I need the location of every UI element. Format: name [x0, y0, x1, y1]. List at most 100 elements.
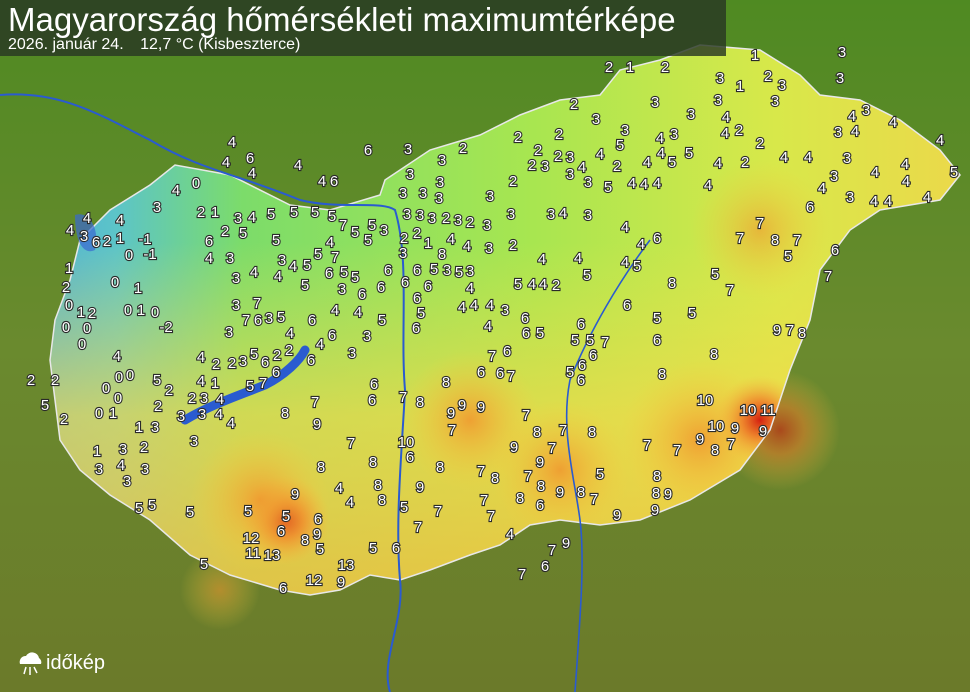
station-value: 4 — [506, 526, 514, 543]
station-value: 5 — [246, 378, 254, 395]
station-value: 0 — [62, 319, 70, 336]
station-value: 7 — [756, 215, 764, 232]
station-value: -2 — [159, 319, 172, 336]
station-value: 4 — [172, 182, 180, 199]
station-value: 5 — [668, 154, 676, 171]
station-value: 6 — [413, 262, 421, 279]
idokep-logo[interactable]: időkép — [16, 650, 105, 676]
station-value: 4 — [354, 304, 362, 321]
station-value: 6 — [806, 199, 814, 216]
station-value: 8 — [378, 492, 386, 509]
danube-river — [0, 93, 407, 692]
station-value: 2 — [400, 230, 408, 247]
station-value: 6 — [623, 297, 631, 314]
station-value: 3 — [232, 270, 240, 287]
station-value: 1 — [109, 405, 117, 422]
station-value: 1 — [211, 204, 219, 221]
station-value: 4 — [286, 325, 294, 342]
station-value: 4 — [117, 457, 125, 474]
station-value: 5 — [282, 508, 290, 525]
station-value: 5 — [328, 208, 336, 225]
station-value: 7 — [488, 348, 496, 365]
station-value: 4 — [294, 157, 302, 174]
station-value: 8 — [577, 484, 585, 501]
station-value: 12 — [306, 572, 323, 589]
station-value: 4 — [316, 336, 324, 353]
station-value: 6 — [521, 310, 529, 327]
station-value: 1 — [134, 280, 142, 297]
station-value: 9 — [313, 416, 321, 433]
station-value: 3 — [846, 189, 854, 206]
station-value: 2 — [570, 96, 578, 113]
station-value: 8 — [516, 490, 524, 507]
station-value: 7 — [786, 322, 794, 339]
station-value: 5 — [583, 267, 591, 284]
station-value: 3 — [363, 328, 371, 345]
station-value: 7 — [242, 312, 250, 329]
station-value: 7 — [548, 542, 556, 559]
station-value: 4 — [656, 130, 664, 147]
station-value: 4 — [871, 164, 879, 181]
station-value: 3 — [670, 126, 678, 143]
station-value: 8 — [710, 346, 718, 363]
station-value: 4 — [346, 494, 354, 511]
station-value: 3 — [403, 206, 411, 223]
station-value: 9 — [664, 486, 672, 503]
station-value: 4 — [116, 212, 124, 229]
station-value: 0 — [95, 405, 103, 422]
station-value: 7 — [548, 440, 556, 457]
station-value: 6 — [577, 372, 585, 389]
station-value: 5 — [596, 466, 604, 483]
station-value: 6 — [392, 540, 400, 557]
station-value: 4 — [538, 251, 546, 268]
station-value: 3 — [399, 185, 407, 202]
station-value: 4 — [484, 318, 492, 335]
station-value: 4 — [901, 156, 909, 173]
station-value: 5 — [950, 164, 958, 181]
station-value: 3 — [151, 419, 159, 436]
station-value: 1 — [116, 230, 124, 247]
station-value: 6 — [328, 327, 336, 344]
station-value: 7 — [793, 232, 801, 249]
station-value: 3 — [547, 206, 555, 223]
station-value: 3 — [338, 281, 346, 298]
station-value: 11 — [760, 402, 776, 419]
station-value: 3 — [486, 188, 494, 205]
station-value: 1 — [424, 235, 432, 252]
station-value: 1 — [211, 375, 219, 392]
station-value: 5 — [186, 504, 194, 521]
station-value: 2 — [509, 173, 517, 190]
station-value: 6 — [277, 523, 285, 540]
station-value: 3 — [416, 207, 424, 224]
station-value: 5 — [586, 332, 594, 349]
station-value: 3 — [566, 149, 574, 166]
station-value: 8 — [658, 366, 666, 383]
station-value: 3 — [843, 150, 851, 167]
station-value: 2 — [197, 204, 205, 221]
station-value: 9 — [731, 420, 739, 437]
station-value: 3 — [436, 174, 444, 191]
station-value: 5 — [239, 225, 247, 242]
station-value: 6 — [578, 357, 586, 374]
station-value: 6 — [653, 230, 661, 247]
station-value: 2 — [459, 140, 467, 157]
station-value: 5 — [316, 541, 324, 558]
station-value: 4 — [222, 154, 230, 171]
station-value: 5 — [303, 257, 311, 274]
station-value: 9 — [536, 454, 544, 471]
station-value: 3 — [95, 461, 103, 478]
station-value: 7 — [253, 295, 261, 312]
station-value: 4 — [228, 134, 236, 151]
station-value: 8 — [588, 424, 596, 441]
station-value: 6 — [589, 347, 597, 364]
station-value: 3 — [651, 94, 659, 111]
station-value: 8 — [317, 459, 325, 476]
station-value: 5 — [340, 264, 348, 281]
station-value: 3 — [123, 473, 131, 490]
station-value: 0 — [126, 367, 134, 384]
station-value: 1 — [626, 59, 634, 76]
station-value: 4 — [66, 222, 74, 239]
station-value: 3 — [621, 122, 629, 139]
lake-ferto — [75, 214, 97, 252]
station-value: 3 — [838, 44, 846, 61]
